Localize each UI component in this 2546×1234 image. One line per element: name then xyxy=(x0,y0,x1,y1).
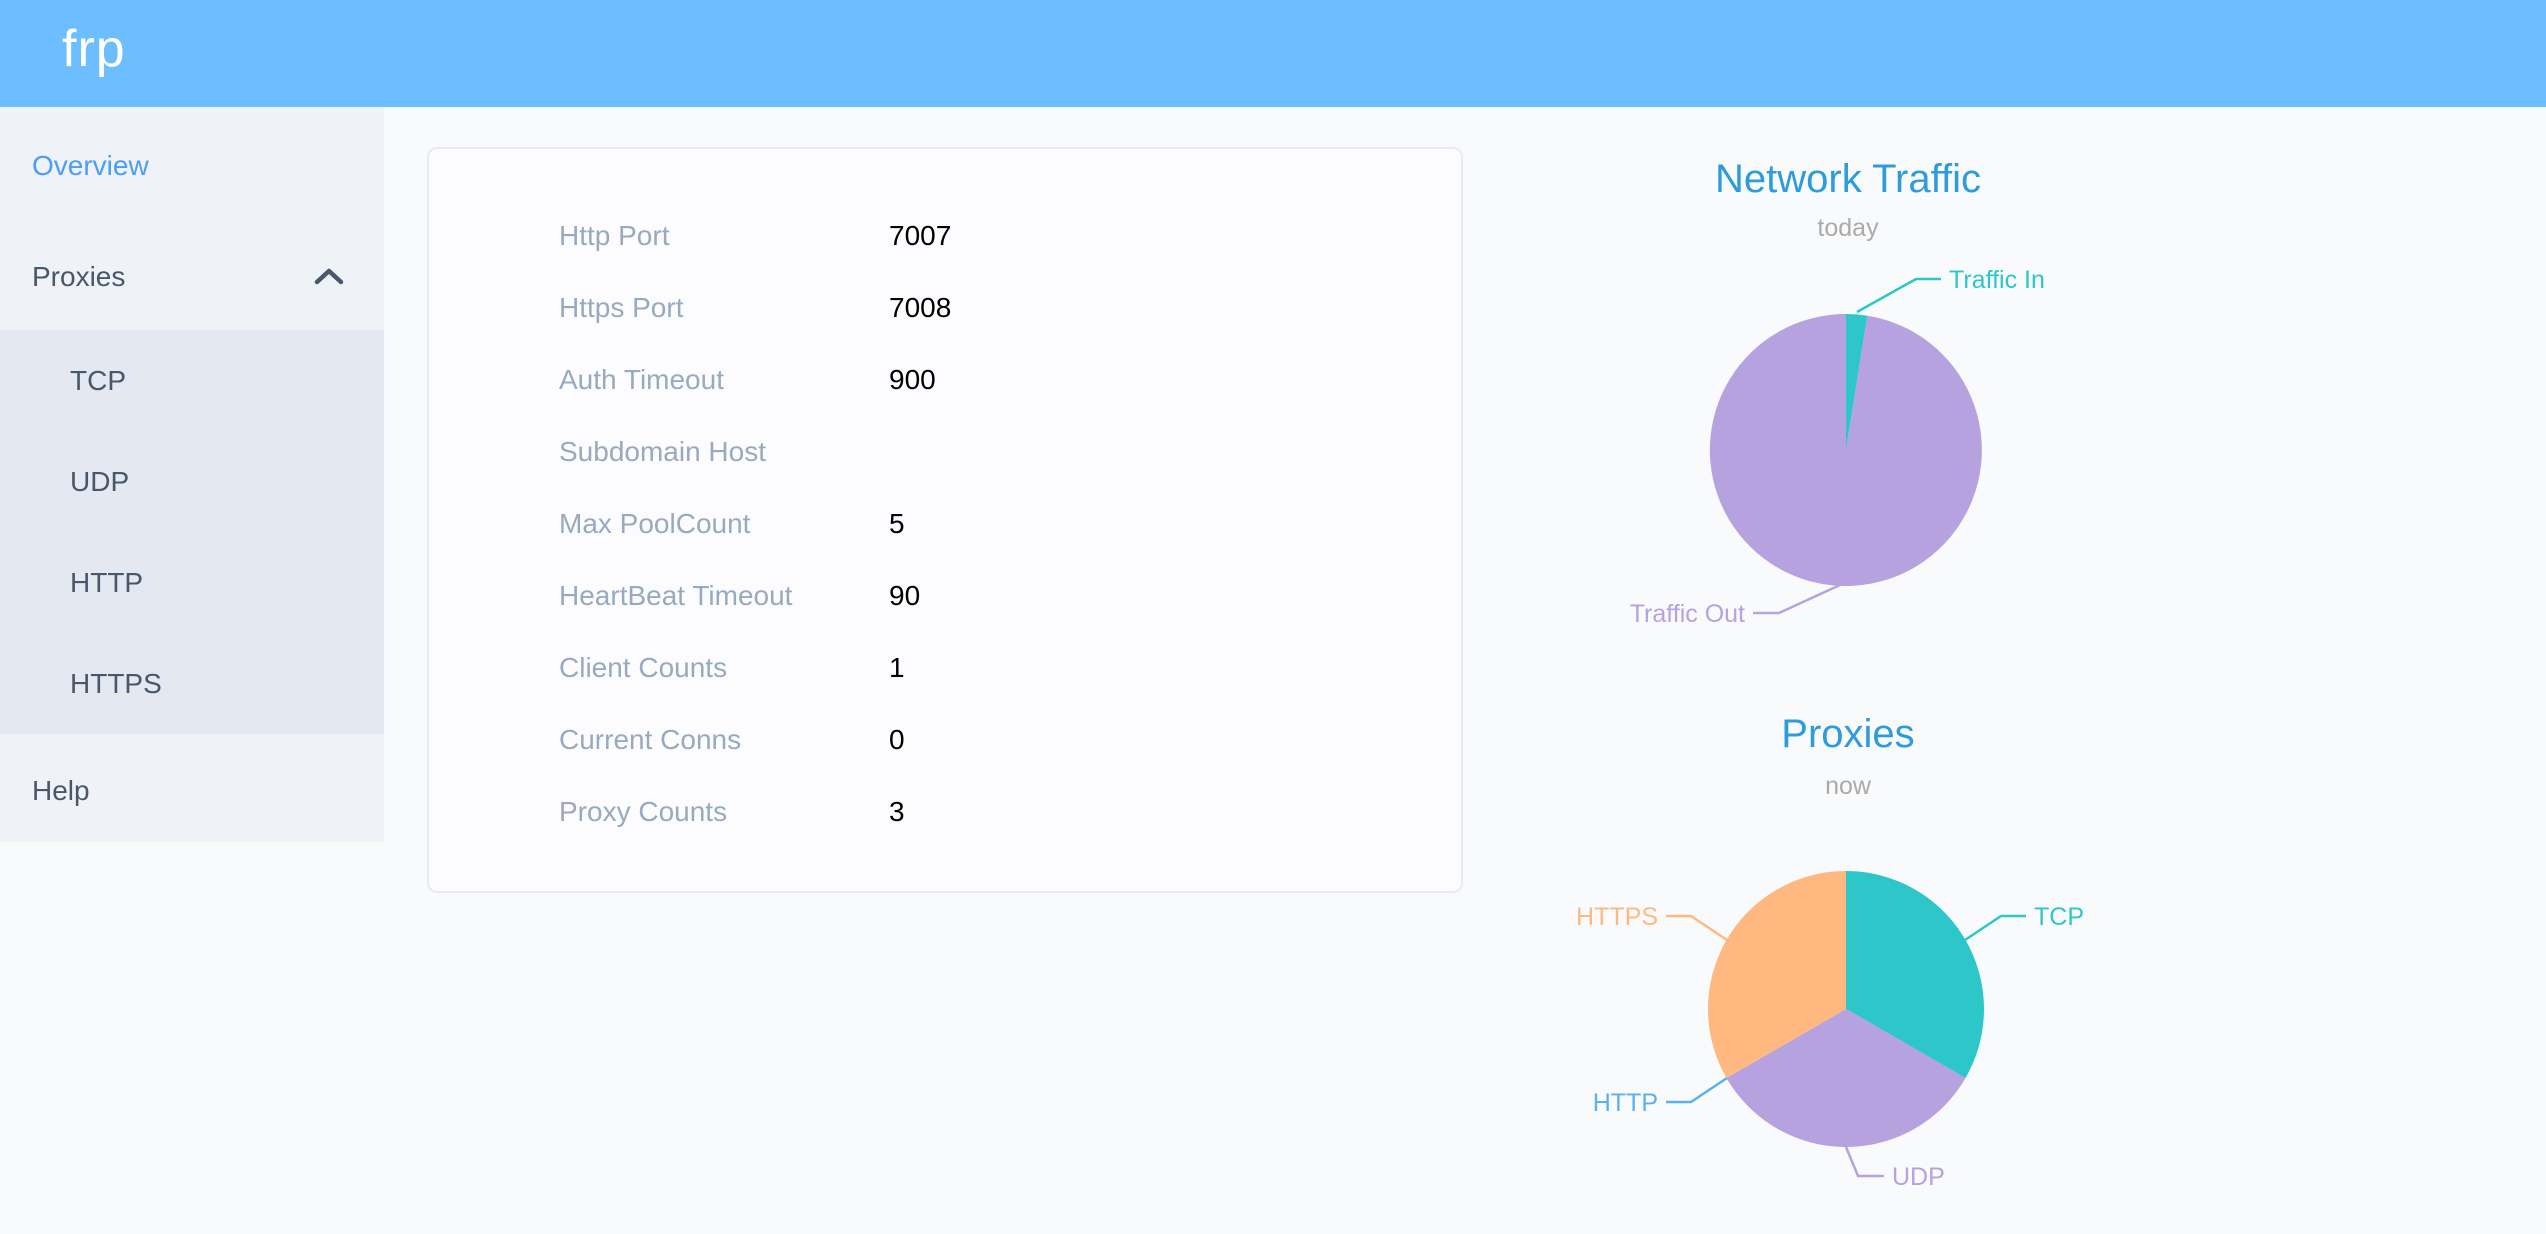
info-label: Auth Timeout xyxy=(559,364,724,395)
sidebar-item-https[interactable]: HTTPS xyxy=(0,633,384,734)
sidebar-item-udp-label: UDP xyxy=(70,465,130,497)
https-label: HTTPS xyxy=(1576,903,1658,931)
info-label: Subdomain Host xyxy=(559,436,767,467)
http-label-line xyxy=(1666,1076,1728,1104)
pie-slice-traffic-in[interactable] xyxy=(1846,314,1868,450)
sidebar-item-http[interactable]: HTTP xyxy=(0,532,384,633)
sidebar-item-tcp[interactable]: TCP xyxy=(0,330,384,431)
sidebar-item-tcp-label: TCP xyxy=(70,364,126,396)
network-traffic-subtitle: today xyxy=(1817,214,1879,242)
sidebar-item-overview-label: Overview xyxy=(32,150,149,181)
info-row-heartbeat-timeout: HeartBeat Timeout 90 xyxy=(429,560,1461,632)
info-row-auth-timeout: Auth Timeout 900 xyxy=(429,344,1461,416)
sidebar: Overview Proxies TCP UDP HTTP HTTPS Help xyxy=(0,107,384,842)
sidebar-item-help-label: Help xyxy=(32,774,90,806)
sidebar-item-udp[interactable]: UDP xyxy=(0,431,384,532)
traffic-out-label: Traffic Out xyxy=(1630,600,1745,628)
tcp-label-line xyxy=(1964,914,2026,942)
pie-slice-udp[interactable] xyxy=(1726,1009,1966,1147)
info-value: 7008 xyxy=(889,292,952,323)
https-label-line xyxy=(1666,914,1728,942)
info-label: Client Counts xyxy=(559,652,728,683)
info-row-https-port: Https Port 7008 xyxy=(429,272,1461,344)
app-header: frp xyxy=(0,0,2546,107)
udp-label-line xyxy=(1844,1146,1884,1178)
http-label: HTTP xyxy=(1593,1089,1658,1117)
udp-label: UDP xyxy=(1892,1163,1945,1191)
sidebar-item-proxies-label: Proxies xyxy=(32,261,126,292)
proxies-chart-title: Proxies xyxy=(1781,712,1914,756)
info-value: 90 xyxy=(889,580,921,611)
server-info-card: Http Port 7007 Https Port 7008 Auth Time… xyxy=(427,147,1463,893)
info-value: 5 xyxy=(889,508,905,539)
tcp-label: TCP xyxy=(2034,903,2084,931)
sidebar-proxies-submenu: TCP UDP HTTP HTTPS xyxy=(0,330,384,734)
sidebar-item-http-label: HTTP xyxy=(70,566,144,598)
info-row-client-counts: Client Counts 1 xyxy=(429,632,1461,704)
sidebar-item-help[interactable]: Help xyxy=(0,739,384,842)
info-row-current-conns: Current Conns 0 xyxy=(429,704,1461,776)
pie-slice-tcp[interactable] xyxy=(1846,871,1984,1078)
sidebar-item-overview[interactable]: Overview xyxy=(0,116,384,216)
charts-overlay: Network Traffic today Traffic In Traffic… xyxy=(1576,157,2084,1191)
info-value: 0 xyxy=(889,724,905,755)
pie-slice-traffic-out[interactable] xyxy=(1709,313,1982,586)
info-label: Proxy Counts xyxy=(559,796,728,827)
info-label: Current Conns xyxy=(559,724,742,755)
info-row-subdomain-host: Subdomain Host xyxy=(429,416,1461,488)
info-value: 1 xyxy=(889,652,905,683)
proxies-chart-subtitle: now xyxy=(1825,772,1872,800)
traffic-in-label: Traffic In xyxy=(1949,266,2045,294)
info-value: 7007 xyxy=(889,220,952,251)
info-row-http-port: Http Port 7007 xyxy=(429,200,1461,272)
traffic-in-label-line xyxy=(1856,277,1941,314)
app-logo: frp xyxy=(62,19,126,78)
chevron-up-icon xyxy=(314,268,344,285)
sidebar-item-proxies[interactable]: Proxies xyxy=(0,227,384,327)
network-traffic-title: Network Traffic xyxy=(1715,157,1981,201)
info-row-proxy-counts: Proxy Counts 3 xyxy=(429,776,1461,848)
info-label: Http Port xyxy=(559,220,670,251)
info-label: Https Port xyxy=(559,292,684,323)
traffic-out-label-line xyxy=(1753,583,1841,615)
sidebar-item-https-label: HTTPS xyxy=(70,667,162,699)
info-row-max-poolcount: Max PoolCount 5 xyxy=(429,488,1461,560)
info-label: Max PoolCount xyxy=(559,508,751,539)
pie-slice-https[interactable] xyxy=(1708,871,1846,1078)
info-value: 900 xyxy=(889,364,936,395)
info-value: 3 xyxy=(889,796,905,827)
info-label: HeartBeat Timeout xyxy=(559,580,793,611)
network-traffic-pie xyxy=(1709,313,1982,586)
proxies-pie xyxy=(1708,871,1984,1147)
